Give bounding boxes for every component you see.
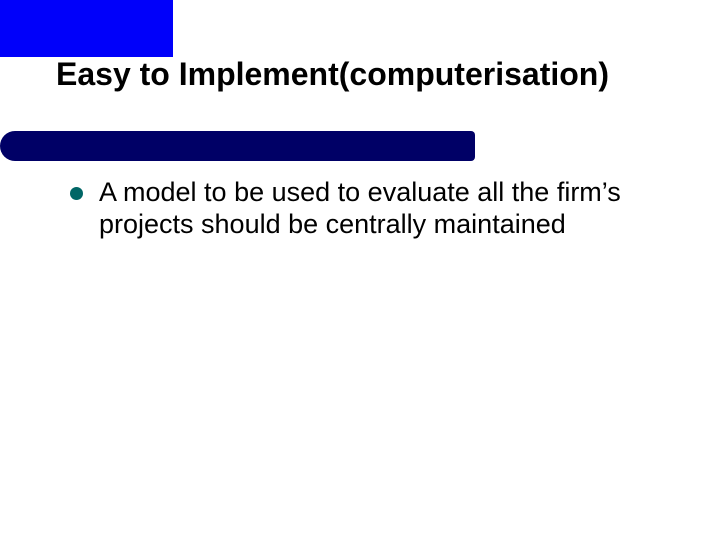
bullet-item: A model to be used to evaluate all the f… <box>70 177 665 241</box>
bullet-dot-icon <box>70 187 83 200</box>
accent-block-top <box>0 0 173 57</box>
bullet-text: A model to be used to evaluate all the f… <box>99 177 665 241</box>
slide-title: Easy to Implement(computerisation) <box>56 57 676 92</box>
body-content: A model to be used to evaluate all the f… <box>70 177 665 241</box>
title-underline-bar <box>0 131 475 161</box>
